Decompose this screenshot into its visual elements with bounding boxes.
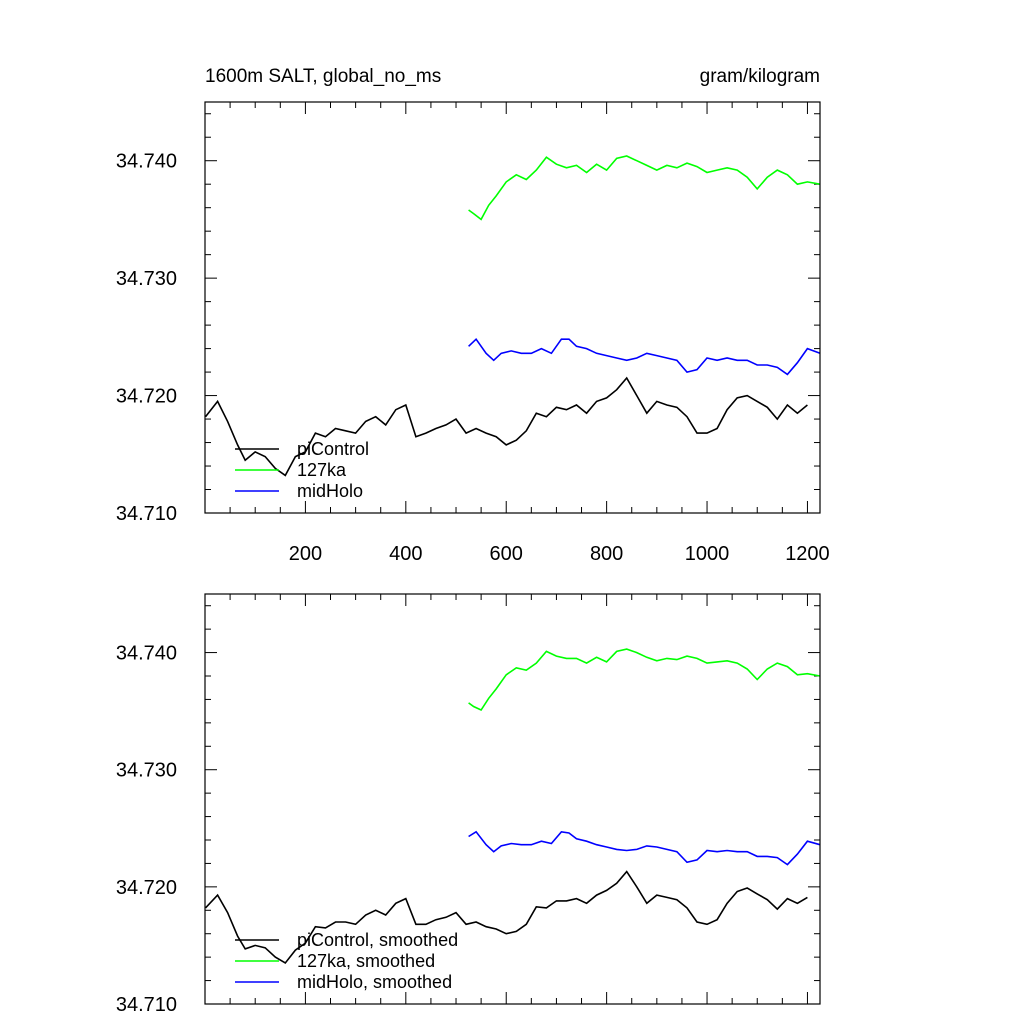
top-panel-legend: piControl 127ka midHolo: [235, 439, 369, 501]
x-tick-label: 400: [389, 543, 422, 565]
y-tick-label: 34.720: [116, 386, 177, 408]
legend-label-midholo: midHolo: [297, 481, 363, 501]
x-tick-label: 1200: [785, 543, 830, 565]
legend-label-127ka-smoothed: 127ka, smoothed: [297, 951, 435, 971]
x-tick-label: 1000: [685, 543, 730, 565]
top-panel-units: gram/kilogram: [700, 66, 820, 87]
x-tick-label: 200: [289, 543, 322, 565]
y-tick-label: 34.710: [116, 994, 177, 1016]
top-panel-ticks: [205, 102, 820, 514]
bottom-panel-y-tick-labels: 34.710 34.720 34.730 34.740: [116, 643, 177, 1016]
legend-label-picontrol: piControl: [297, 439, 369, 459]
y-tick-label: 34.720: [116, 877, 177, 899]
series-line-127ka-smoothed: [468, 648, 821, 712]
bottom-panel-series: [204, 648, 821, 965]
y-tick-label: 34.740: [116, 643, 177, 665]
bottom-panel-legend: piControl, smoothed 127ka, smoothed midH…: [235, 930, 458, 992]
top-panel: 1600m SALT, global_no_ms gram/kilogram 3…: [116, 66, 830, 565]
top-panel-y-tick-labels: 34.710 34.720 34.730 34.740: [116, 151, 177, 525]
legend-label-picontrol-smoothed: piControl, smoothed: [297, 930, 458, 950]
series-line-picontrol-smoothed: [204, 870, 808, 965]
legend-label-127ka: 127ka: [297, 460, 347, 480]
y-tick-label: 34.740: [116, 151, 177, 173]
x-tick-label: 800: [590, 543, 623, 565]
y-tick-label: 34.730: [116, 268, 177, 290]
series-line-midholo: [468, 337, 821, 376]
top-panel-title: 1600m SALT, global_no_ms: [205, 66, 441, 87]
y-tick-label: 34.730: [116, 760, 177, 782]
x-tick-label: 600: [490, 543, 523, 565]
top-panel-frame: [204, 101, 821, 514]
series-line-picontrol: [204, 376, 808, 477]
bottom-panel-frame: [204, 593, 821, 1005]
bottom-panel: 34.710 34.720 34.730 34.740 piControl, s…: [116, 593, 821, 1016]
legend-label-midholo-smoothed: midHolo, smoothed: [297, 972, 452, 992]
top-panel-series: [204, 155, 821, 477]
series-line-midholo-smoothed: [468, 830, 821, 866]
series-line-127ka: [468, 155, 821, 221]
y-tick-label: 34.710: [116, 503, 177, 525]
top-panel-x-tick-labels: 200 400 600 800 1000 1200: [289, 543, 830, 565]
